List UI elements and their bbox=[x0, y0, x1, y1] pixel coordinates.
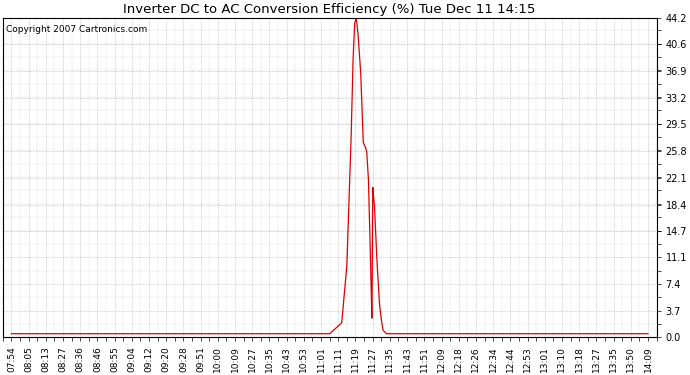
Text: Copyright 2007 Cartronics.com: Copyright 2007 Cartronics.com bbox=[6, 25, 147, 34]
Title: Inverter DC to AC Conversion Efficiency (%) Tue Dec 11 14:15: Inverter DC to AC Conversion Efficiency … bbox=[124, 3, 536, 16]
